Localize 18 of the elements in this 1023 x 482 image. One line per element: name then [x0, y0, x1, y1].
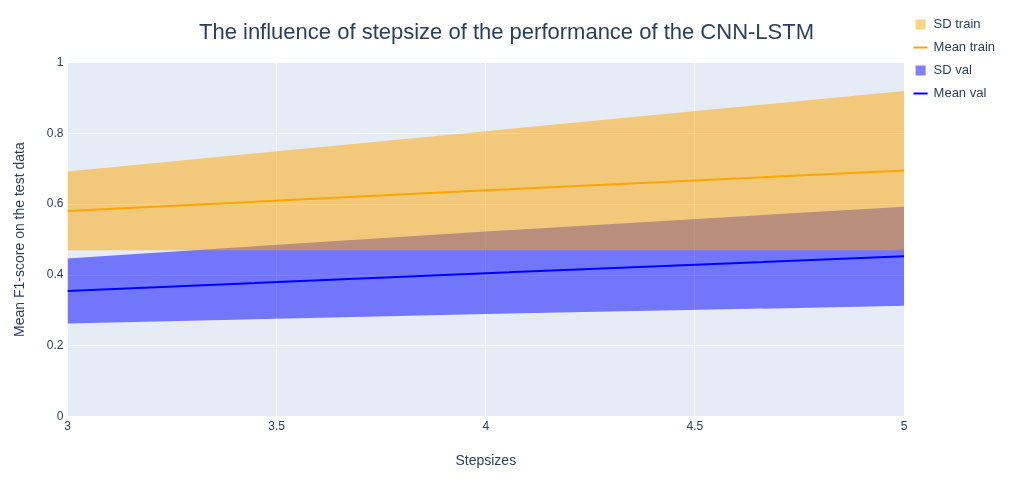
legend-label: SD train [933, 16, 981, 32]
y-tick-label: 0 [56, 409, 64, 424]
x-tick-label: 4.5 [686, 419, 704, 434]
x-axis-title: Stepsizes [455, 452, 517, 469]
y-axis-title: Mean F1-score on the test data [11, 142, 28, 337]
y-tick-label: 0.6 [46, 196, 64, 211]
x-tick-label: 3 [64, 419, 72, 434]
x-tick-label: 3.5 [268, 419, 286, 434]
legend-label: SD val [933, 62, 972, 78]
y-tick-label: 0.2 [46, 338, 64, 353]
x-tick-label: 5 [900, 419, 908, 434]
chart-title: The influence of stepsize of the performance of the CNN-LSTM [198, 19, 815, 45]
y-tick-label: 0.8 [46, 125, 64, 140]
legend-label: Mean train [933, 39, 995, 55]
y-tick-label: 1 [56, 54, 64, 69]
y-tick-label: 0.4 [46, 267, 64, 282]
legend-label: Mean val [933, 85, 987, 101]
x-tick-label: 4 [482, 419, 490, 434]
